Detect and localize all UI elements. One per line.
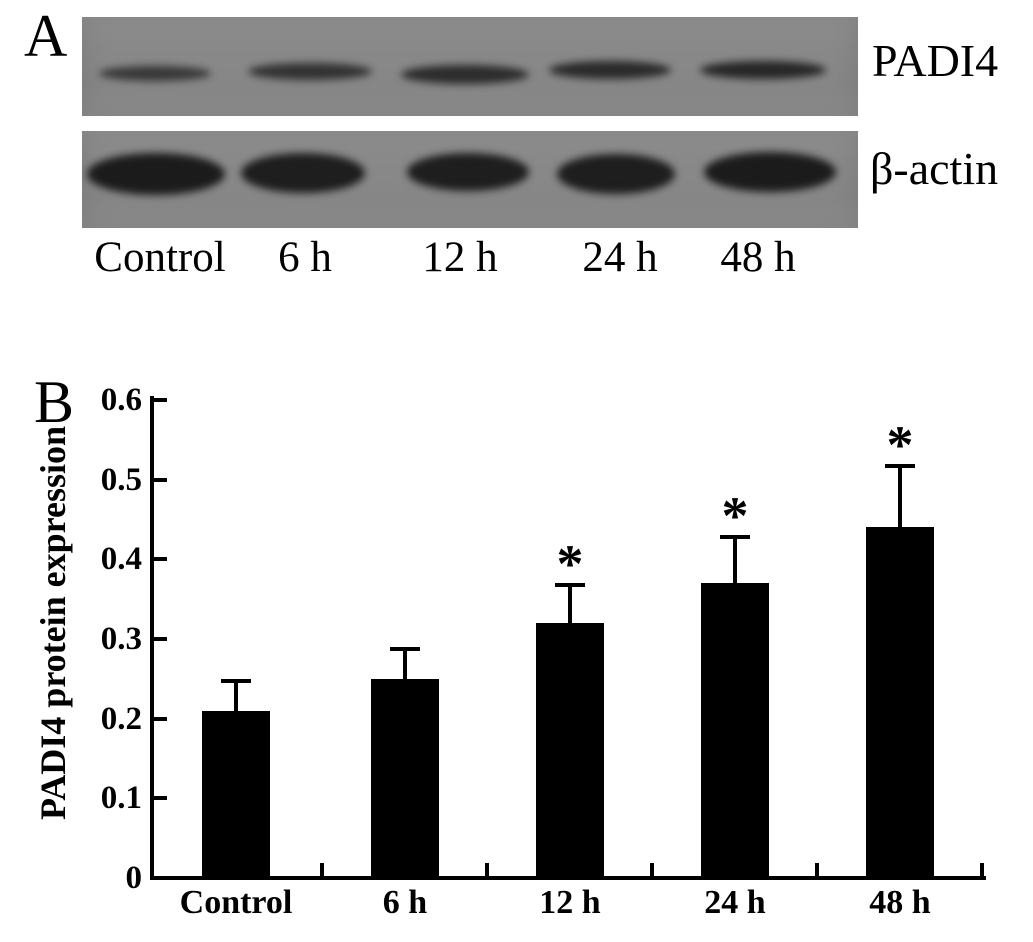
error-bar-line: [568, 583, 572, 629]
lane-label: 48 h: [720, 234, 796, 281]
y-tick-label: 0.6: [100, 381, 142, 418]
y-tick-label: 0.5: [100, 461, 142, 498]
x-tick: [650, 863, 654, 876]
y-tick-label: 0.2: [100, 700, 142, 737]
padi4-band: [99, 65, 211, 81]
actin-band: [557, 154, 675, 194]
significance-asterisk: *: [556, 534, 584, 595]
y-axis-line: [150, 396, 154, 880]
x-tick: [815, 863, 819, 876]
bar: [371, 678, 439, 876]
bar: [866, 527, 934, 876]
y-tick: [154, 477, 167, 482]
error-bar-cap: [221, 678, 251, 683]
y-tick: [154, 557, 167, 562]
x-tick: [485, 863, 489, 876]
y-tick-label: 0.1: [100, 780, 142, 817]
y-tick: [154, 636, 167, 641]
actin-band: [241, 153, 365, 193]
protein-label-actin: β-actin: [870, 143, 999, 194]
protein-label-padi4: PADI4: [872, 35, 999, 86]
bar: [701, 583, 769, 876]
error-bar-line: [898, 463, 902, 534]
lane-label: 6 h: [278, 234, 332, 281]
lane-label: Control: [94, 234, 226, 281]
error-bar-line: [403, 646, 407, 685]
significance-asterisk: *: [886, 414, 914, 475]
error-bar-line: [733, 535, 737, 590]
blot-strip-actin: [82, 131, 858, 228]
error-bar-cap: [720, 535, 750, 540]
x-category-label: 48 h: [869, 884, 931, 921]
x-tick: [980, 863, 984, 876]
padi4-band: [248, 62, 372, 80]
y-tick: [154, 397, 167, 402]
panel-a-letter: A: [24, 3, 68, 69]
y-tick-label: 0.3: [100, 620, 142, 657]
y-tick: [154, 796, 167, 801]
error-bar-cap: [390, 646, 420, 651]
x-category-label: Control: [179, 884, 293, 921]
error-bar-line: [234, 678, 238, 717]
x-category-label: 12 h: [539, 884, 601, 921]
padi4-band: [401, 64, 529, 84]
bar: [202, 710, 270, 876]
padi4-band: [549, 61, 671, 79]
x-category-label: 24 h: [704, 884, 766, 921]
actin-band: [87, 153, 225, 195]
y-tick: [154, 716, 167, 721]
x-tick: [320, 863, 324, 876]
actin-band: [704, 152, 836, 192]
x-axis-line: [150, 876, 986, 880]
bar: [536, 622, 604, 876]
y-tick-label: 0: [125, 860, 143, 896]
y-tick-label: 0.4: [100, 541, 142, 578]
panel-b-letter: B: [34, 369, 75, 435]
error-bar-cap: [555, 583, 585, 588]
x-category-label: 6 h: [382, 884, 428, 921]
padi4-band: [700, 61, 826, 79]
lane-label: 24 h: [582, 234, 658, 281]
lane-label: 12 h: [422, 234, 498, 281]
actin-band: [407, 153, 529, 191]
significance-asterisk: *: [721, 486, 749, 547]
blot-strip-padi4: [82, 17, 858, 116]
error-bar-cap: [885, 463, 915, 468]
